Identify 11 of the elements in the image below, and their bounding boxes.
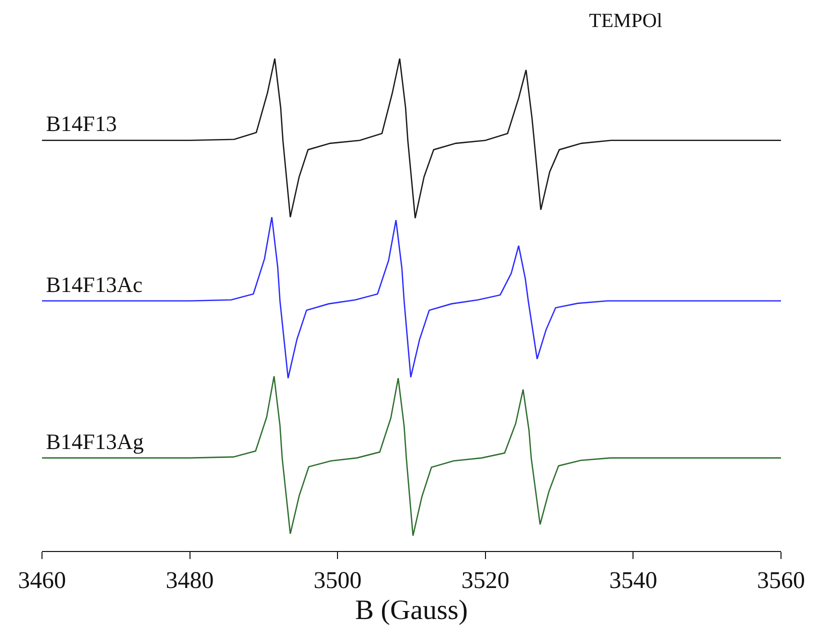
x-tick-label: 3560 [757,568,805,594]
x-tick-label: 3480 [166,568,214,594]
series-label: B14F13 [46,111,117,136]
series-label: B14F13Ac [46,272,143,297]
x-tick-label: 3460 [18,568,66,594]
x-tick-label: 3540 [609,568,658,594]
x-tick-label: 3520 [461,568,510,594]
x-axis-title: B (Gauss) [355,595,468,626]
x-tick-label: 3500 [314,568,362,594]
text: TEMPOl [589,10,663,32]
series-label: B14F13Ag [46,429,144,454]
